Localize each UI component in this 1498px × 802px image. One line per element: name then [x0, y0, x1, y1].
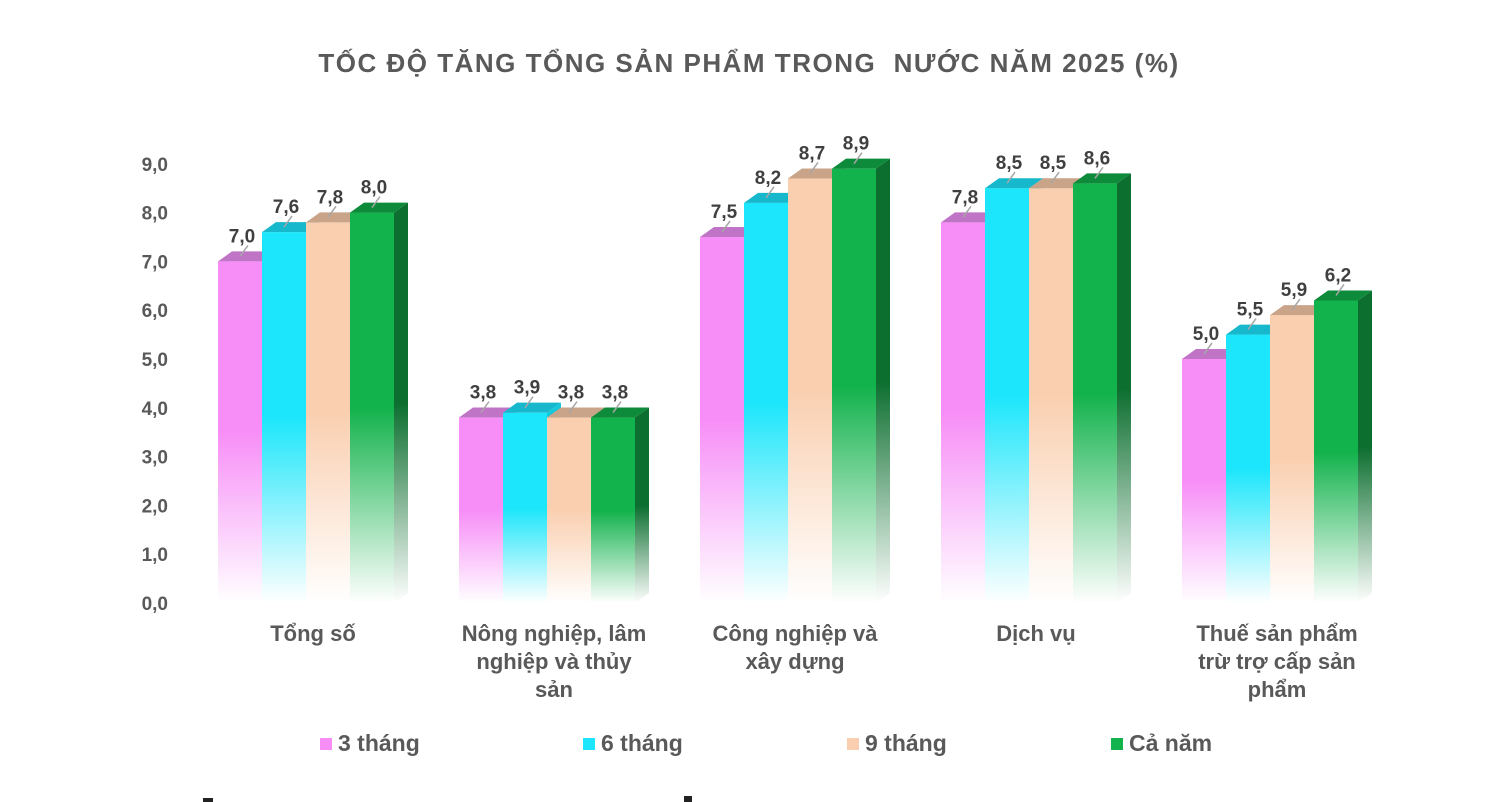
- y-tick-label: 7,0: [142, 252, 168, 273]
- label-leader-line: [1050, 171, 1060, 184]
- bar: [1073, 173, 1131, 603]
- label-leader-line: [524, 396, 534, 409]
- label-leader-line: [1291, 298, 1301, 311]
- y-tick-label: 6,0: [142, 301, 168, 322]
- data-label: 8,2: [755, 168, 781, 189]
- legend-label: 9 tháng: [865, 730, 947, 756]
- data-label: 8,0: [361, 178, 387, 199]
- label-leader-line: [853, 152, 863, 165]
- x-tick-label: Nông nghiệp, lâm nghiệp và thủy sản: [462, 621, 647, 702]
- chart-title: TỐC ĐỘ TĂNG TỔNG SẢN PHẨM TRONG NƯỚC NĂM…: [318, 48, 1180, 78]
- data-label: 7,5: [711, 202, 738, 223]
- label-leader-line: [962, 205, 972, 218]
- data-label: 6,2: [1325, 265, 1351, 286]
- data-label: 7,8: [952, 187, 978, 208]
- legend-item: 9 tháng: [847, 730, 947, 757]
- legend-label: 6 tháng: [601, 730, 683, 756]
- x-tick-label: Công nghiệp và xây dựng: [713, 621, 879, 674]
- bar: [832, 158, 890, 603]
- label-leader-line: [239, 244, 249, 257]
- data-label: 7,8: [317, 187, 343, 208]
- data-label: 3,9: [514, 378, 540, 399]
- y-tick-label: 0,0: [142, 594, 168, 615]
- data-label: 3,8: [602, 383, 628, 404]
- bar: [1314, 290, 1372, 603]
- y-tick-label: 4,0: [142, 399, 168, 420]
- x-tick-label: Tổng số: [270, 621, 356, 646]
- data-label: 8,5: [996, 153, 1023, 174]
- y-axis: 0,0 1,0 2,0 3,0 4,0 5,0 6,0 7,0 8,0 9,0: [142, 155, 168, 615]
- legend-label: Cả năm: [1129, 730, 1213, 756]
- data-label: 8,7: [799, 143, 825, 164]
- y-tick-label: 9,0: [142, 155, 168, 176]
- legend-item: 3 tháng: [320, 730, 420, 757]
- label-leader-line: [721, 220, 731, 233]
- data-label: 8,9: [843, 134, 869, 155]
- data-label: 3,8: [558, 383, 584, 404]
- legend-swatch: [583, 737, 595, 750]
- label-leader-line: [327, 205, 337, 218]
- label-leader-line: [480, 401, 490, 414]
- data-label: 8,6: [1084, 148, 1110, 169]
- data-label: 7,6: [273, 197, 299, 218]
- data-label: 3,8: [470, 383, 496, 404]
- legend-swatch: [847, 737, 859, 750]
- value-labels: 7,0 7,6 7,8 8,0 3,8 3,9 3,8 3,8 7,5 8,2 8,7 8,9 7,8 8…: [229, 134, 1351, 414]
- data-label: 7,0: [229, 226, 255, 247]
- legend-swatch: [1111, 737, 1123, 750]
- bar: [350, 202, 408, 603]
- bar: [591, 407, 649, 603]
- y-tick-label: 8,0: [142, 204, 168, 225]
- bars: [218, 158, 1372, 604]
- label-leader-line: [1335, 283, 1345, 296]
- label-leader-line: [765, 186, 775, 199]
- x-axis: Tổng số Nông nghiệp, lâm nghiệp và thủy sản…: [270, 621, 1357, 702]
- cropped-heading-remnant: [0, 786, 1498, 802]
- label-leader-line: [283, 215, 293, 228]
- data-label: 5,5: [1237, 300, 1264, 321]
- label-leader-line: [612, 401, 622, 414]
- label-leader-line: [371, 196, 381, 209]
- legend: 3 tháng 6 tháng 9 tháng Cả năm: [0, 730, 1498, 760]
- label-leader-line: [1094, 166, 1104, 179]
- y-tick-label: 1,0: [142, 545, 168, 566]
- legend-item: Cả năm: [1111, 730, 1212, 757]
- x-tick-label: Thuế sản phẩm trừ trợ cấp sản phẩm: [1196, 621, 1357, 702]
- data-label: 5,9: [1281, 280, 1307, 301]
- legend-label: 3 tháng: [338, 730, 420, 756]
- legend-swatch: [320, 737, 332, 750]
- label-leader-line: [568, 401, 578, 414]
- y-tick-label: 3,0: [142, 448, 168, 469]
- y-tick-label: 2,0: [142, 496, 168, 517]
- label-leader-line: [1203, 342, 1213, 355]
- label-leader-line: [1006, 171, 1016, 184]
- y-tick-label: 5,0: [142, 350, 168, 371]
- label-leader-line: [1247, 318, 1257, 331]
- label-leader-line: [809, 161, 819, 174]
- data-label: 8,5: [1040, 153, 1067, 174]
- data-label: 5,0: [1193, 324, 1219, 345]
- x-tick-label: Dịch vụ: [996, 621, 1075, 646]
- legend-item: 6 tháng: [583, 730, 683, 757]
